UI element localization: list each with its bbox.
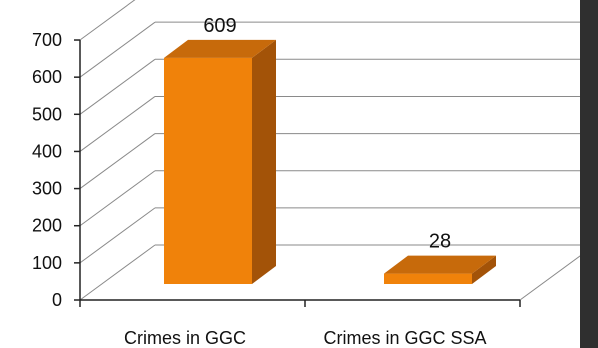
- y-tick-label: 300: [32, 179, 62, 199]
- y-tick-label: 600: [32, 67, 62, 87]
- dark-side-panel: [580, 0, 598, 348]
- gridline-diagonal-700: [79, 0, 136, 41]
- floor-outline: [80, 244, 596, 301]
- y-tick-label: 100: [32, 253, 62, 273]
- bar-side-0: [252, 39, 276, 285]
- gridline-diagonal-400: [79, 96, 156, 152]
- bars-layer: [164, 39, 496, 285]
- bar-side-1: [472, 255, 496, 284]
- bar-top-1: [384, 255, 496, 274]
- labels-layer: 0 100 200 300 400 500 600 700 609 Crimes in GGC 28…: [32, 15, 487, 348]
- gridline-diagonal-600: [79, 21, 156, 78]
- gridline-diagonal-500: [79, 58, 156, 115]
- gridline-diagonal-300: [79, 133, 156, 189]
- gridline-diagonal-200: [79, 170, 156, 227]
- data-label: 28: [429, 231, 451, 253]
- y-tick-label: 700: [32, 30, 62, 50]
- y-tick-label: 400: [32, 141, 62, 161]
- bar-top-0: [164, 39, 276, 58]
- bar-front-1: [384, 273, 472, 284]
- y-tick-label: 500: [32, 104, 62, 124]
- axis-layer: [74, 39, 521, 307]
- y-tick-label: 0: [52, 290, 62, 310]
- bar-front-0: [164, 57, 252, 284]
- gridline-diagonal-100: [79, 207, 156, 264]
- grid-layer: [79, 0, 598, 301]
- y-tick-label: 200: [32, 216, 62, 236]
- gridline-diagonal-0: [79, 244, 156, 301]
- data-label: 609: [203, 15, 236, 37]
- x-category-label: Crimes in GGC SSA: [323, 328, 486, 348]
- x-category-label: Crimes in GGC: [124, 328, 246, 348]
